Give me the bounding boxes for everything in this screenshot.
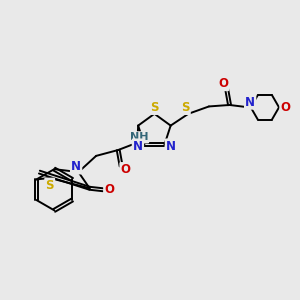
Text: S: S bbox=[46, 179, 54, 192]
Text: O: O bbox=[280, 101, 290, 114]
Text: O: O bbox=[121, 163, 130, 176]
Text: S: S bbox=[150, 101, 159, 114]
Text: N: N bbox=[133, 140, 143, 153]
Text: O: O bbox=[218, 77, 228, 90]
Text: NH: NH bbox=[130, 132, 148, 142]
Text: S: S bbox=[181, 101, 190, 114]
Text: O: O bbox=[104, 183, 114, 196]
Text: N: N bbox=[166, 140, 176, 153]
Text: N: N bbox=[245, 95, 255, 109]
Text: N: N bbox=[71, 160, 81, 173]
